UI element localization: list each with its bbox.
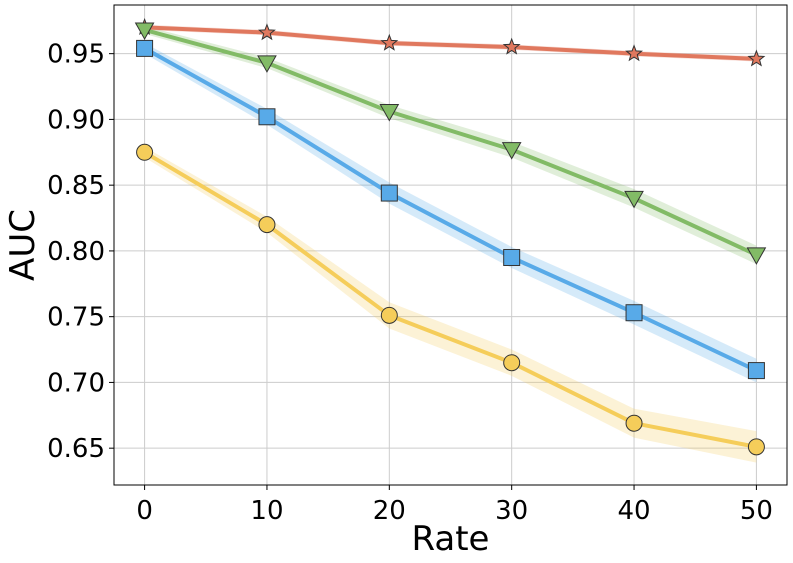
- y-tick-label: 0.70: [47, 368, 105, 398]
- series-2-point: [503, 248, 521, 266]
- y-tick-label: 0.65: [47, 434, 105, 464]
- series-0-point: [258, 23, 276, 41]
- series-1-point: [257, 55, 277, 73]
- y-tick-label: 0.85: [47, 171, 105, 201]
- x-tick-label: 0: [136, 496, 153, 526]
- series-2-line: [142, 46, 759, 373]
- series-0-line: [142, 25, 759, 61]
- series-lines: [142, 25, 759, 449]
- series-2-point: [747, 362, 765, 380]
- series-1-line: [142, 27, 759, 257]
- x-tick-label: 50: [740, 496, 773, 526]
- y-tick-label: 0.95: [47, 40, 105, 70]
- series-1-band: [144, 26, 757, 265]
- grid-lines: [114, 5, 787, 485]
- series-markers: [134, 17, 767, 456]
- series-1-point: [746, 247, 767, 265]
- y-tick-label: 0.75: [47, 303, 105, 333]
- series-0-point: [502, 37, 521, 55]
- series-3-point: [747, 438, 765, 456]
- series-2-point: [380, 184, 398, 202]
- x-tick-label: 10: [250, 496, 283, 526]
- series-3-point: [380, 306, 398, 324]
- x-tick-label: 20: [373, 496, 406, 526]
- series-1-point: [501, 142, 522, 160]
- series-0-point: [747, 49, 766, 67]
- series-3-point: [503, 354, 521, 372]
- y-tick-label: 0.80: [47, 237, 105, 267]
- y-axis-ticks: 0.65 0.70 0.75 0.80 0.85 0.90 0.95: [47, 40, 114, 464]
- x-axis-title: Rate: [412, 519, 490, 559]
- series-3-point: [258, 216, 276, 234]
- series-2-point: [625, 304, 643, 322]
- series-1-point: [379, 104, 400, 122]
- x-axis-ticks: 0 10 20 30 40 50: [136, 485, 773, 526]
- series-3-band: [144, 147, 757, 463]
- series-0-point: [625, 44, 643, 62]
- plot-frame: [113, 4, 788, 486]
- y-tick-label: 0.90: [47, 105, 105, 135]
- x-tick-label: 40: [617, 496, 650, 526]
- confidence-bands: [144, 24, 757, 463]
- series-2-point: [258, 108, 276, 126]
- series-1-point: [134, 22, 155, 41]
- x-tick-label: 30: [495, 496, 528, 526]
- series-3-line: [142, 150, 759, 449]
- series-3-point: [625, 414, 643, 432]
- y-axis-title: AUC: [3, 209, 43, 281]
- series-0-point: [380, 33, 399, 51]
- series-1-point: [624, 190, 644, 209]
- series-3-point: [136, 143, 154, 161]
- series-2-point: [136, 39, 154, 57]
